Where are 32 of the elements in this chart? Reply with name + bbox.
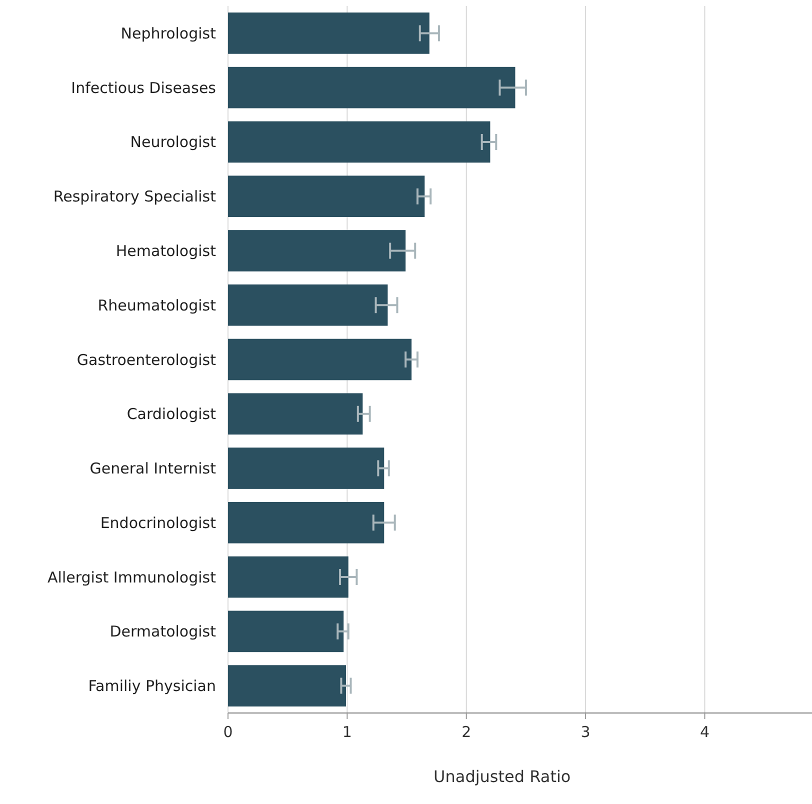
bar bbox=[228, 121, 490, 163]
bar bbox=[228, 665, 346, 706]
y-tick-label: General Internist bbox=[90, 460, 216, 478]
y-tick-label: Nephrologist bbox=[120, 24, 216, 42]
bar bbox=[228, 12, 430, 54]
y-tick-label: Familiy Physician bbox=[88, 677, 216, 696]
y-tick-label: Rheumatologist bbox=[98, 296, 216, 314]
bar bbox=[228, 610, 344, 652]
x-tick-label: 2 bbox=[462, 723, 472, 741]
y-tick-label: Gastroenterologist bbox=[76, 350, 216, 369]
bar bbox=[228, 556, 348, 598]
bar bbox=[228, 393, 363, 435]
bar bbox=[228, 284, 388, 326]
x-tick-label: 4 bbox=[700, 723, 710, 741]
bar bbox=[228, 502, 384, 544]
bar bbox=[228, 176, 425, 218]
bar bbox=[228, 338, 412, 380]
x-tick-label: 3 bbox=[580, 723, 590, 741]
y-tick-label: Neurologist bbox=[130, 133, 216, 152]
y-tick-label: Infectious Diseases bbox=[71, 78, 216, 97]
y-tick-label: Allergist Immunologist bbox=[48, 568, 216, 586]
x-axis-title: Unadjusted Ratio bbox=[434, 767, 571, 786]
y-tick-label: Respiratory Specialist bbox=[53, 188, 216, 206]
y-tick-label: Cardiologist bbox=[126, 405, 216, 424]
x-tick-label: 0 bbox=[223, 723, 233, 741]
bar bbox=[228, 230, 406, 272]
x-tick-label: 1 bbox=[342, 723, 352, 741]
bar bbox=[228, 66, 516, 108]
bar bbox=[228, 448, 384, 489]
y-tick-label: Endocrinologist bbox=[100, 514, 216, 532]
y-tick-label: Hematologist bbox=[116, 242, 216, 260]
y-tick-label: Dermatologist bbox=[110, 622, 216, 641]
